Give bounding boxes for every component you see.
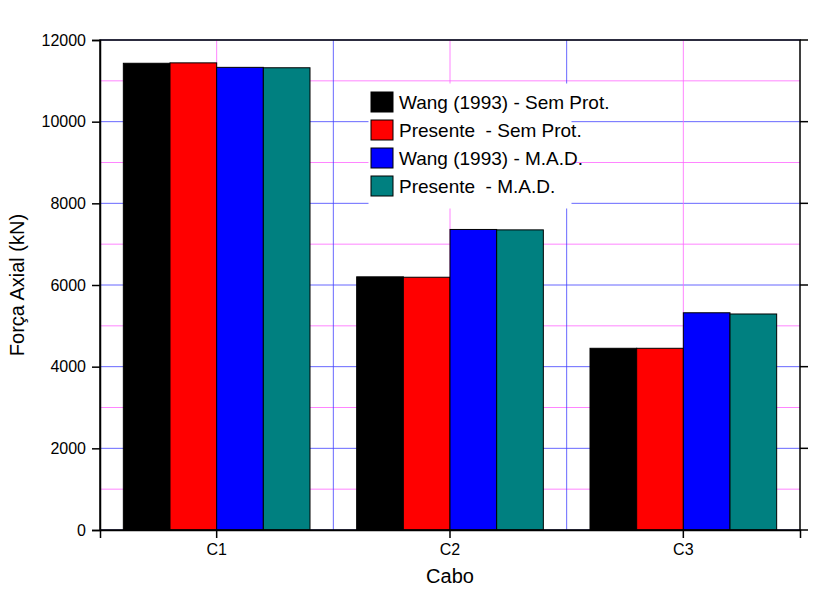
bar xyxy=(730,314,777,530)
x-axis-line xyxy=(101,531,801,539)
y-tick-mark-right xyxy=(800,203,808,205)
x-tick-mark xyxy=(216,530,218,538)
y-tick-mark xyxy=(92,530,100,532)
y-tick: 0 xyxy=(77,522,100,539)
x-axis-title: Cabo xyxy=(426,565,474,587)
y-tick-label: 12000 xyxy=(42,32,87,49)
y-tick: 2000 xyxy=(50,440,100,457)
grid xyxy=(100,40,800,530)
legend-label: Presente - Sem Prot. xyxy=(399,120,582,141)
legend-label: Presente - M.A.D. xyxy=(399,176,555,197)
legend-swatch xyxy=(371,92,393,112)
y-tick: 12000 xyxy=(42,32,101,49)
x-tick: C1 xyxy=(206,530,227,558)
bar xyxy=(683,313,730,530)
x-tick: C2 xyxy=(440,530,461,558)
bar xyxy=(637,348,684,530)
x-tick-label: C2 xyxy=(440,541,461,558)
legend-swatch xyxy=(371,176,393,196)
legend-swatch xyxy=(371,148,393,168)
bar xyxy=(217,67,264,530)
y-tick-mark xyxy=(92,121,100,123)
y-tick-label: 8000 xyxy=(50,195,86,212)
bars xyxy=(123,63,776,530)
x-tick-label: C1 xyxy=(206,541,227,558)
y-tick-mark-right xyxy=(800,284,808,286)
legend-label: Wang (1993) - Sem Prot. xyxy=(399,92,609,113)
bar xyxy=(170,63,217,530)
y-tick-label: 2000 xyxy=(50,440,86,457)
bar xyxy=(590,348,637,530)
y-tick: 8000 xyxy=(50,195,100,212)
bar xyxy=(123,63,170,530)
y-tick-mark-right xyxy=(800,448,808,450)
bar xyxy=(263,68,310,530)
y-tick-mark xyxy=(92,203,100,205)
bar xyxy=(497,230,544,530)
y-tick-label: 4000 xyxy=(50,358,86,375)
legend: Wang (1993) - Sem Prot. Presente - Sem Pr… xyxy=(369,84,609,208)
y-tick-mark-right xyxy=(800,366,808,368)
legend-swatch xyxy=(371,120,393,140)
y-axis: 0 2000 4000 6000 8000 10000 12000 xyxy=(42,32,101,539)
bar xyxy=(403,277,450,530)
y-axis-title: Força Axial (kN) xyxy=(6,214,28,356)
x-tick: C3 xyxy=(673,530,694,558)
y-tick: 4000 xyxy=(50,358,100,375)
bar xyxy=(450,229,497,530)
frame xyxy=(100,40,800,530)
x-axis: C1 C2 C3 xyxy=(101,530,801,558)
y-tick-label: 10000 xyxy=(42,113,87,130)
legend-label: Wang (1993) - M.A.D. xyxy=(399,148,583,169)
y-tick-mark xyxy=(92,285,100,287)
y-tick: 6000 xyxy=(50,277,100,294)
bar xyxy=(357,277,404,530)
y-tick-label: 6000 xyxy=(50,277,86,294)
x-tick-mark xyxy=(683,530,685,538)
y-tick-mark xyxy=(92,448,100,450)
plot: 0 2000 4000 6000 8000 10000 12000 C1 C2 C3 Wang (1… xyxy=(42,32,809,559)
x-tick-mark xyxy=(449,530,451,538)
y-axis-line xyxy=(92,41,101,531)
y-tick-mark-right xyxy=(800,39,808,41)
y-tick: 10000 xyxy=(42,113,101,130)
y-tick-label: 0 xyxy=(77,522,86,539)
x-tick-label: C3 xyxy=(673,541,694,558)
y-tick-mark xyxy=(92,366,100,368)
y-tick-mark-right xyxy=(800,121,808,123)
y-tick-mark xyxy=(92,40,100,42)
chart: 0 2000 4000 6000 8000 10000 12000 C1 C2 C3 Wang (1… xyxy=(0,0,836,591)
grid-line xyxy=(333,40,334,530)
